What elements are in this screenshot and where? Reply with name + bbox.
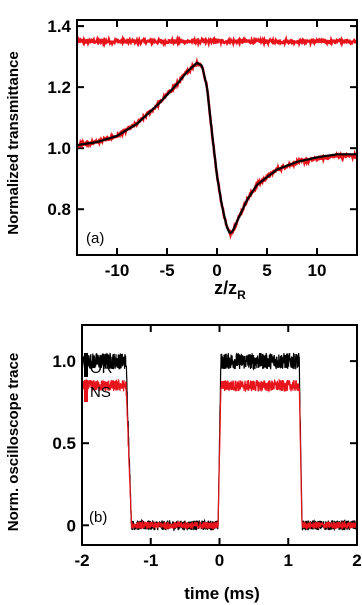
legend-swatch-ns — [84, 380, 88, 402]
panel-a-xtick-label: -10 — [105, 261, 130, 280]
panel-a-series-line-0 — [75, 34, 359, 48]
panel-a-ylabel: Normalized transmittance — [5, 51, 22, 234]
panel-b-series — [81, 352, 358, 532]
legend-label-or: OR — [90, 360, 113, 377]
panel-b-xlabel: time (ms) — [184, 584, 260, 603]
panel-a-ytick-label: 1.4 — [47, 17, 71, 36]
panel-b-axes: -2 -1 0 1 2 0 0.5 1.0 — [52, 325, 362, 570]
panel-a-series — [75, 34, 359, 240]
panel-b-xtick-label: -2 — [74, 551, 89, 570]
panel-a-xtick-label: -5 — [159, 261, 174, 280]
panel-b-ytick-label: 0.5 — [52, 434, 76, 453]
panel-b: Norm. oscilloscope trace -2 -1 0 1 200.51.0 … — [5, 324, 362, 603]
panel-b-legend: OR NS — [84, 353, 113, 402]
panel-a-xtick-label: 5 — [262, 261, 271, 280]
panel-a: Normalized transmittance -10 -5 0 5 10 0.8 1.0… — [5, 17, 359, 302]
panel-a-ytick-label: 1.2 — [47, 78, 71, 97]
panel-b-ytick-label: 0 — [67, 516, 76, 535]
panel-a-series-line-2 — [76, 61, 357, 235]
panel-b-xtick-label: 1 — [284, 551, 293, 570]
panel-a-ytick-label: 0.8 — [47, 200, 71, 219]
panel-a-xtick-label: 10 — [308, 261, 327, 280]
panel-b-frame — [81, 324, 358, 546]
panel-a-ytick-label: 1.0 — [47, 139, 71, 158]
panel-b-series-line-ns — [81, 377, 358, 531]
panel-a-xlabel-sub: R — [237, 288, 246, 302]
panel-b-ytick-label: 1.0 — [52, 352, 76, 371]
panel-b-xtick-label: 2 — [352, 551, 361, 570]
panel-a-axes: -10 -5 0 5 10 0.8 1.0 1.2 1.4 — [47, 17, 357, 280]
panel-b-xtick-label: 0 — [215, 551, 224, 570]
panel-a-label: (a) — [86, 230, 104, 247]
panel-a-xlabel-main: z/z — [214, 278, 237, 298]
legend-label-ns: NS — [90, 384, 111, 401]
panel-b-xtick-label: -1 — [143, 551, 158, 570]
panel-a-xlabel: z/zR — [214, 278, 246, 302]
panel-b-label: (b) — [89, 509, 107, 526]
panel-b-ylabel: Norm. oscilloscope trace — [5, 353, 22, 531]
panel-a-frame — [76, 19, 358, 256]
panel-a-xtick-label: 0 — [212, 261, 221, 280]
legend-swatch-or — [84, 353, 88, 377]
panel-a-series-line-1 — [75, 56, 359, 240]
